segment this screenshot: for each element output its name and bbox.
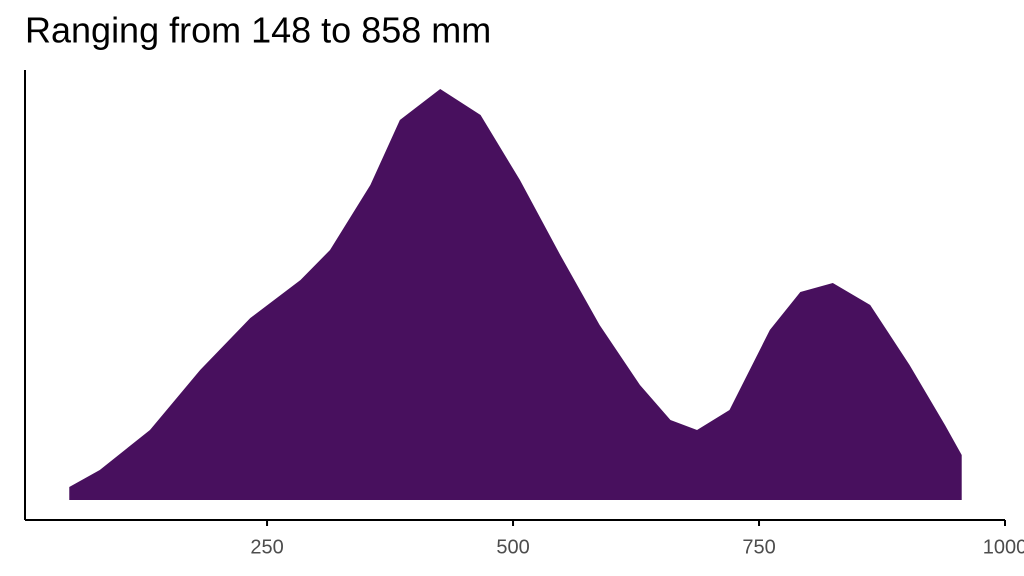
x-tick-label: 750 bbox=[742, 536, 775, 558]
chart-title: Ranging from 148 to 858 mm bbox=[25, 10, 491, 51]
x-tick-label: 1000 bbox=[983, 536, 1024, 558]
x-tick-label: 250 bbox=[250, 536, 283, 558]
x-tick-label: 500 bbox=[496, 536, 529, 558]
density-area bbox=[69, 89, 962, 500]
